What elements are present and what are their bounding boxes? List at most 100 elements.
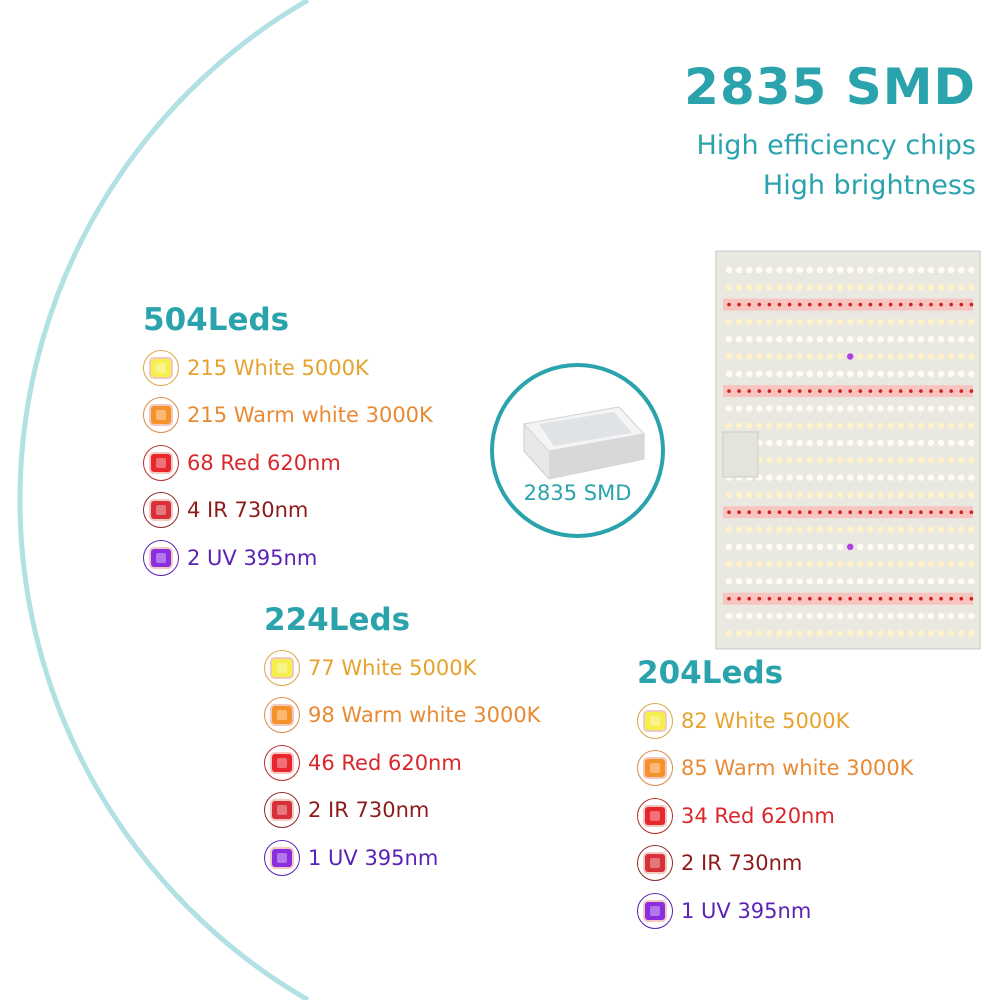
led-dot (948, 336, 955, 343)
led-dot (806, 422, 813, 429)
led-dot (968, 370, 975, 377)
led-dot (808, 510, 812, 514)
led-dot (958, 491, 965, 499)
led-dot (917, 318, 925, 326)
led-dot (877, 284, 884, 291)
led-dot (868, 389, 873, 393)
led-dot (917, 578, 925, 585)
led-dot (836, 526, 844, 533)
led-dot (958, 284, 965, 291)
led-dot (786, 284, 793, 291)
led-dot (888, 510, 893, 514)
led-item-label: 46 Red 620nm (308, 750, 462, 775)
led-dot (735, 422, 743, 429)
led-dot (756, 336, 763, 343)
led-dot (826, 526, 834, 533)
led-dot (818, 389, 822, 393)
led-dot (806, 370, 813, 377)
led-dot (937, 318, 945, 326)
led-dot (746, 526, 753, 533)
led-dot (756, 560, 763, 568)
led-dot (756, 284, 763, 291)
led-dot (735, 526, 743, 533)
led-dot (857, 578, 864, 585)
led-dot (766, 405, 773, 412)
led-dot (937, 491, 945, 499)
led-dot (806, 457, 813, 464)
led-dot (917, 422, 925, 429)
led-dot (747, 389, 751, 393)
led-dot (756, 318, 763, 326)
led-dot (867, 353, 874, 360)
led-dot (877, 578, 884, 585)
led-dot (877, 439, 884, 447)
led-dot (806, 612, 813, 620)
led-dot (897, 353, 904, 360)
led-dot (796, 353, 803, 360)
led-dot (806, 630, 813, 637)
led-dot (857, 266, 864, 274)
led-item-label: 82 White 5000K (681, 708, 850, 733)
led-dot (746, 630, 753, 637)
led-dot (767, 302, 772, 307)
led-dot (808, 302, 812, 307)
led-dot (968, 266, 975, 274)
led-dot (836, 491, 844, 499)
led-dot (897, 526, 904, 533)
led-dot (786, 457, 793, 464)
led-dot (836, 405, 844, 412)
led-dot (877, 560, 884, 568)
led-dot (909, 596, 913, 601)
led-dot (969, 302, 974, 307)
led-dot (909, 389, 913, 393)
led-dot (776, 543, 783, 550)
led-item-uv: 1 UV 395nm (264, 834, 540, 882)
led-dot (898, 596, 903, 601)
led-dot (816, 318, 824, 326)
led-dot (797, 596, 802, 601)
led-dot (766, 543, 773, 550)
led-dot (917, 560, 925, 568)
led-dot (836, 474, 844, 481)
led-dot (877, 491, 884, 499)
led-dot (816, 560, 824, 568)
led-dot (968, 526, 975, 533)
led-dot (725, 543, 733, 550)
led-dot (958, 457, 965, 464)
uv-led-chip-icon (637, 892, 673, 929)
led-dot (949, 510, 953, 514)
led-dot (927, 439, 935, 447)
led-dot (786, 318, 793, 326)
led-dot (897, 491, 904, 499)
led-dot (787, 596, 792, 601)
white-led-chip-icon (264, 649, 300, 686)
led-dot (887, 560, 894, 568)
led-dot (907, 491, 914, 499)
led-dot (836, 578, 844, 585)
led-dot (927, 630, 935, 637)
led-group-504: 504Leds 215 White 5000K 215 Warm white 300… (143, 302, 433, 582)
led-dot (959, 302, 964, 307)
led-dot (907, 560, 914, 568)
led-dot (919, 510, 923, 514)
led-dot (948, 422, 955, 429)
led-item-ir: 2 IR 730nm (264, 787, 540, 835)
led-dot (746, 284, 753, 291)
led-dot (737, 596, 741, 601)
white-led-chip-icon (143, 349, 179, 386)
led-dot (919, 389, 923, 393)
led-dot (907, 405, 914, 412)
led-dot (725, 560, 733, 568)
led-dot (847, 284, 854, 291)
led-dot (887, 318, 894, 326)
led-dot (808, 389, 812, 393)
led-item-red: 34 Red 620nm (637, 792, 913, 840)
led-dot (796, 474, 803, 481)
smd-chip-label: 2835 SMD (523, 481, 632, 505)
led-dot (816, 457, 824, 464)
led-dot (929, 389, 933, 393)
led-dot (867, 439, 874, 447)
led-dot (796, 284, 803, 291)
led-dot (836, 439, 844, 447)
led-dot (847, 560, 854, 568)
